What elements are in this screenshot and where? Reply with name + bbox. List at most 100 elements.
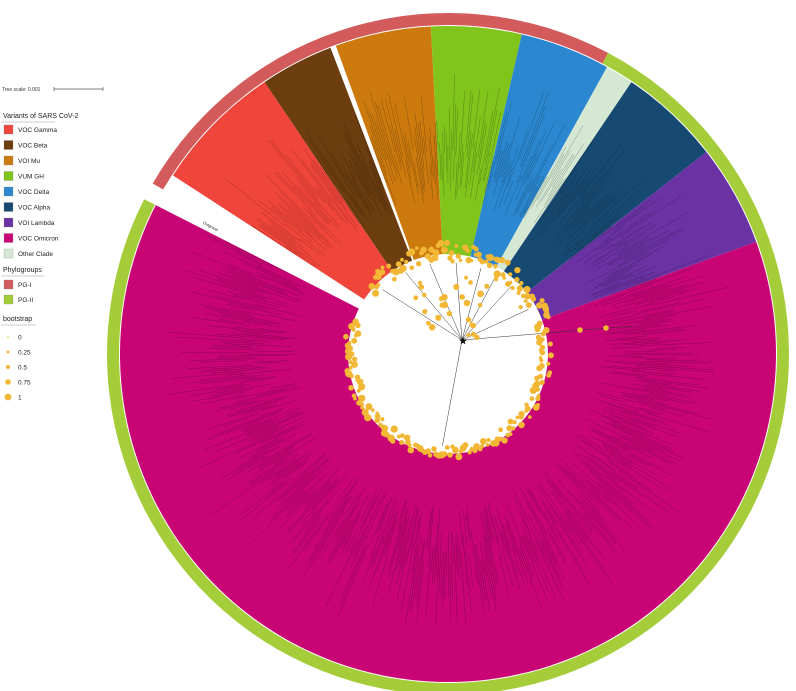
leaf-tip-line: [529, 539, 556, 599]
leaf-tip-line: [603, 408, 655, 427]
leaf-tip-line: [235, 455, 266, 473]
leaf-tip-line: [544, 476, 562, 497]
leaf-tip-line: [572, 451, 626, 493]
leaf-tip-line: [516, 113, 545, 184]
leaf-tip-line: [562, 231, 589, 256]
bootstrap-dot: [444, 445, 450, 450]
leaf-tip-line: [229, 399, 266, 410]
leaf-tip-line: [286, 156, 326, 204]
bootstrap-dot: [539, 379, 545, 386]
leaf-tip-line: [308, 209, 342, 245]
leaf-tip-line: [414, 517, 420, 548]
leaf-tip-line: [240, 339, 270, 342]
leaf-tip-line: [237, 309, 267, 317]
bootstrap-dot: [532, 403, 540, 411]
leaf-tip-line: [480, 512, 496, 588]
leaf-tip-line: [344, 493, 359, 516]
leaf-tip-line: [594, 295, 625, 306]
leaf-tip-line: [362, 161, 381, 203]
leaf-tip-line: [539, 530, 566, 580]
leaf-tip-line: [166, 383, 245, 395]
leaf-tip-line: [611, 339, 689, 345]
leaf-tip-line: [216, 333, 285, 341]
leaf-tip-line: [199, 367, 267, 373]
leaf-tip-line: [558, 139, 595, 192]
bootstrap-dot: [414, 246, 419, 251]
bootstrap-dot: [536, 339, 543, 346]
leaf-tip-line: [604, 337, 640, 342]
leaf-tip-line: [498, 167, 513, 208]
leaf-tip-line: [343, 123, 369, 179]
leaf-tip-line: [636, 400, 711, 420]
leaf-tip-line: [524, 534, 549, 592]
bootstrap-dot: [351, 393, 357, 399]
leaf-tip-line: [331, 196, 359, 234]
leaf-tip-line: [190, 386, 244, 396]
leaf-tip-line: [288, 209, 322, 240]
leaf-tip-line: [270, 225, 295, 243]
leaf-tip-line: [232, 294, 280, 308]
bootstrap-dot: [529, 387, 537, 394]
leaf-tip-line: [235, 397, 286, 412]
tree-branches: [382, 262, 634, 446]
leaf-tip-line: [576, 457, 634, 504]
leaf-tip-line: [243, 321, 280, 328]
bootstrap-dot: [348, 360, 353, 365]
leaf-tip-line: [571, 461, 612, 497]
bootstrap-dot: [426, 320, 431, 326]
leaf-tip-line: [239, 254, 262, 266]
leaf-tip-line: [370, 137, 387, 184]
leaf-tip-line: [376, 501, 390, 535]
legend-swatch: [3, 155, 14, 166]
leaf-tip-line: [400, 542, 414, 612]
bootstrap-dot: [390, 425, 398, 433]
leaf-tip-line: [405, 545, 418, 624]
leaf-tip-line: [228, 302, 281, 316]
legend-item-voc-delta: VOC Delta: [3, 186, 49, 197]
leaf-tip-line: [234, 326, 284, 334]
bootstrap-dot: [374, 272, 382, 281]
leaf-tip-line: [247, 434, 312, 473]
leaf-tip-line: [386, 518, 398, 554]
legend-swatch: [3, 186, 14, 197]
bootstrap-dot: [474, 334, 480, 340]
leaf-tip-line: [575, 444, 638, 489]
leaf-tip-line: [563, 239, 584, 258]
leaf-tip-line: [592, 277, 647, 299]
leaf-tip-line: [354, 494, 384, 556]
bootstrap-dot: [536, 302, 543, 309]
leaf-tip-line: [557, 462, 584, 490]
leaf-tip-line: [635, 365, 715, 371]
bootstrap-dot: [352, 318, 359, 326]
leaf-tip-line: [525, 501, 559, 563]
leaf-tip-line: [597, 270, 629, 286]
leaf-tip-line: [611, 421, 644, 436]
leaf-tip-line: [200, 360, 246, 363]
leaf-tip-line: [537, 193, 567, 234]
bootstrap-dot: [514, 276, 520, 283]
leaf-tip-line: [521, 533, 534, 562]
leaf-tip-line: [414, 112, 426, 188]
leaf-tip-line: [369, 110, 394, 186]
leaf-tip-line: [429, 127, 435, 181]
legend-item-bootstrap-0: 0: [7, 335, 22, 342]
leaf-tip-line: [638, 366, 715, 373]
leaf-tip-line: [614, 335, 647, 339]
leaf-tip-line: [246, 491, 305, 547]
legend-item-voc-beta: VOC Beta: [3, 140, 48, 150]
leaf-tip-line: [534, 539, 564, 600]
leaf-tip-line: [439, 142, 442, 180]
leaf-tip-line: [281, 170, 330, 224]
leaf-tip-line: [523, 154, 538, 185]
branch-line: [461, 275, 497, 341]
leaf-tip-line: [338, 544, 369, 617]
legend-swatch: [3, 171, 14, 181]
legend-bootstrap-dot: [7, 336, 9, 338]
leaf-tip-line: [485, 518, 493, 547]
leaf-tip-line: [621, 337, 662, 342]
leaf-tip-line: [624, 279, 657, 291]
leaf-tip-line: [396, 518, 412, 585]
leaf-tip-line: [216, 278, 265, 295]
leaf-tip-line: [590, 429, 630, 451]
leaf-tip-line: [586, 419, 654, 452]
